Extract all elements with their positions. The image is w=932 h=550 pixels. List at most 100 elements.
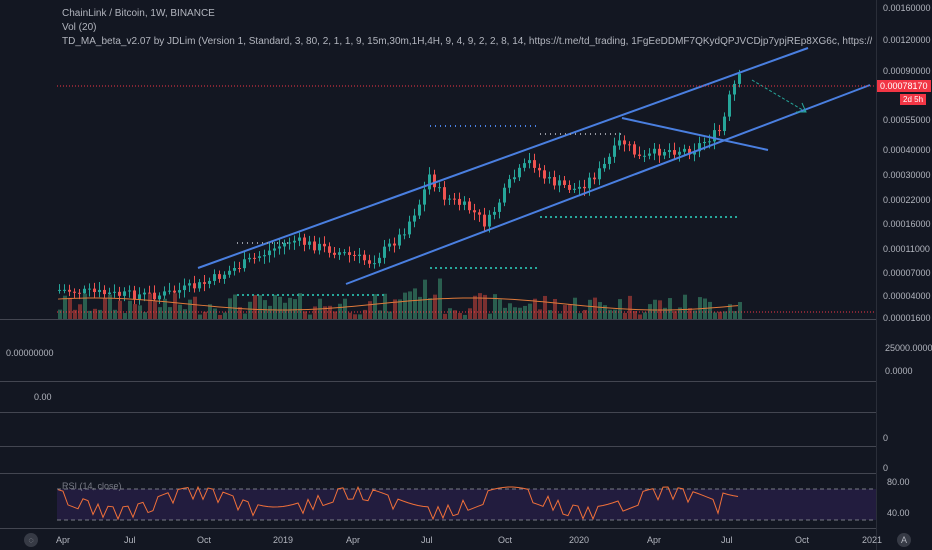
candle-body bbox=[523, 163, 526, 168]
volume-bar bbox=[493, 294, 497, 319]
price-tick: 0.00004000 bbox=[883, 291, 931, 301]
volume-bar bbox=[443, 313, 447, 319]
candle-body bbox=[463, 201, 466, 205]
candle-body bbox=[253, 257, 256, 259]
volume-bar bbox=[373, 294, 377, 319]
candle-body bbox=[378, 257, 381, 264]
volume-bar bbox=[353, 314, 357, 319]
price-tick: 0.00055000 bbox=[883, 115, 931, 125]
pane-separator[interactable] bbox=[0, 412, 876, 413]
candle-body bbox=[738, 73, 741, 84]
pane-separator[interactable] bbox=[0, 381, 876, 382]
candle-body bbox=[148, 292, 151, 294]
candle-body bbox=[623, 140, 626, 145]
candle-body bbox=[228, 270, 231, 275]
globe-icon[interactable]: ◌ bbox=[24, 533, 38, 547]
candle-body bbox=[543, 170, 546, 179]
volume-bar bbox=[648, 304, 652, 319]
candle-body bbox=[273, 248, 276, 251]
candle-body bbox=[248, 257, 251, 260]
time-tick: 2021 bbox=[862, 535, 883, 545]
candle-body bbox=[498, 202, 501, 212]
pane-separator[interactable] bbox=[0, 446, 876, 447]
volume-bar bbox=[688, 308, 692, 319]
volume-bar bbox=[383, 293, 387, 319]
price-tick: 0.00007000 bbox=[883, 268, 931, 278]
volume-bar bbox=[368, 301, 372, 319]
candle-body bbox=[438, 187, 441, 189]
time-tick: 2020 bbox=[569, 535, 590, 545]
rsi-axis-tick: 40.00 bbox=[887, 508, 910, 518]
volume-bar bbox=[138, 305, 142, 319]
volume-bar bbox=[103, 297, 107, 319]
volume-bar bbox=[58, 309, 62, 319]
candle-body bbox=[718, 130, 721, 132]
volume-bar bbox=[273, 294, 277, 319]
candle-body bbox=[288, 242, 291, 244]
pane2-value: 0.00000000 bbox=[6, 348, 54, 358]
candle-body bbox=[728, 94, 731, 117]
candle-body bbox=[478, 212, 481, 215]
volume-bar bbox=[363, 309, 367, 319]
volume-bar bbox=[553, 298, 557, 319]
volume-bar bbox=[603, 305, 607, 319]
volume-bar bbox=[278, 296, 282, 319]
volume-bar bbox=[108, 294, 112, 319]
volume-bar bbox=[88, 310, 92, 319]
volume-bar bbox=[628, 295, 632, 319]
trendline-wedge bbox=[621, 117, 769, 151]
time-tick: Jul bbox=[721, 535, 733, 545]
candle-body bbox=[213, 274, 216, 281]
volume-bar bbox=[348, 312, 352, 319]
volume-bar bbox=[428, 298, 432, 319]
price-tick: 0.00016000 bbox=[883, 219, 931, 229]
candle-body bbox=[643, 155, 646, 157]
candle-body bbox=[323, 243, 326, 247]
rsi-band bbox=[57, 489, 876, 520]
volume-bar bbox=[558, 313, 562, 319]
candle-body bbox=[518, 167, 521, 178]
pane-separator[interactable] bbox=[0, 319, 876, 320]
candle-body bbox=[503, 187, 506, 203]
volume-bar bbox=[198, 314, 202, 319]
price-tick: 0.00001600 bbox=[883, 313, 931, 323]
volume-bar bbox=[63, 295, 67, 319]
pane4-axis-tick: 0 bbox=[883, 433, 889, 443]
volume-bar bbox=[148, 293, 152, 319]
a-icon[interactable]: A bbox=[897, 533, 911, 547]
candle-body bbox=[98, 289, 101, 293]
volume-bar bbox=[543, 295, 547, 319]
pane2-axis-tick: 0.0000 bbox=[885, 366, 913, 376]
candle-body bbox=[703, 141, 706, 144]
volume-bar bbox=[473, 295, 477, 319]
projection-arrow bbox=[751, 79, 807, 113]
volume-bar bbox=[623, 312, 627, 319]
candle-body bbox=[103, 289, 106, 295]
candle-body bbox=[83, 288, 86, 294]
volume-bar bbox=[693, 310, 697, 319]
volume-bar bbox=[393, 299, 397, 319]
pane-separator[interactable] bbox=[0, 528, 876, 529]
volume-bar bbox=[733, 311, 737, 319]
price-axis[interactable]: 0.00160000 0.00120000 0.00090000 0.00055… bbox=[876, 0, 932, 550]
bar-countdown-tag: 2d 5h bbox=[900, 94, 927, 105]
candle-body bbox=[408, 221, 411, 235]
candlestick-series bbox=[58, 69, 741, 307]
candle-body bbox=[403, 234, 406, 236]
volume-bar bbox=[283, 302, 287, 319]
volume-bar bbox=[643, 312, 647, 319]
candle-body bbox=[88, 288, 91, 290]
volume-bar bbox=[288, 297, 292, 319]
chart-canvas[interactable] bbox=[0, 0, 876, 550]
volume-bar bbox=[323, 306, 327, 319]
volume-bar bbox=[173, 293, 177, 319]
candle-body bbox=[58, 289, 61, 291]
candle-body bbox=[488, 214, 491, 227]
candle-body bbox=[458, 198, 461, 205]
time-tick: 2019 bbox=[273, 535, 294, 545]
candle-body bbox=[628, 144, 631, 146]
candle-body bbox=[688, 148, 691, 155]
candle-body bbox=[468, 201, 471, 211]
volume-bar bbox=[248, 301, 252, 319]
pane-separator[interactable] bbox=[0, 473, 876, 474]
